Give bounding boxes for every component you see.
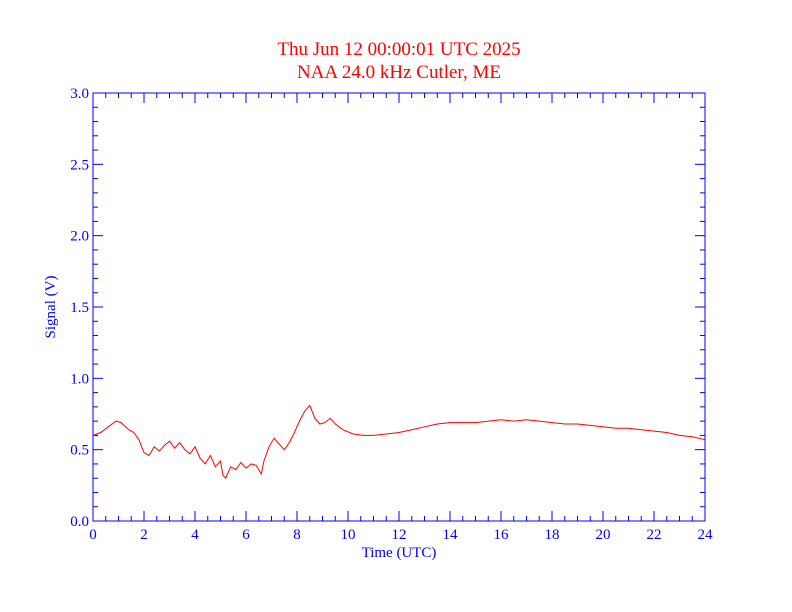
x-tick-label: 8: [293, 527, 301, 543]
y-tick-label: 1.5: [70, 300, 89, 316]
y-tick-label: 0.5: [70, 443, 89, 459]
y-tick-labels: 0.0 0.5 1.0 1.5 2.0 2.5 3.0: [70, 86, 89, 530]
plot-frame: [92, 92, 706, 522]
x-tick-label: 16: [494, 527, 510, 543]
x-tick-label: 4: [191, 527, 199, 543]
x-tick-label: 10: [341, 527, 356, 543]
x-tick-label: 22: [647, 527, 662, 543]
x-tick-label: 0: [89, 527, 97, 543]
y-axis-label: Signal (V): [43, 276, 59, 339]
chart-subtitle: NAA 24.0 kHz Cutler, ME: [297, 62, 501, 83]
x-axis-label: Time (UTC): [362, 545, 437, 561]
x-tick-label: 2: [140, 527, 148, 543]
x-tick-label: 12: [392, 527, 407, 543]
x-tick-label: 18: [545, 527, 560, 543]
x-tick-label: 20: [596, 527, 611, 543]
y-tick-label: 1.0: [70, 371, 89, 387]
axis-ticks: [92, 92, 706, 522]
x-tick-label: 14: [443, 527, 459, 543]
x-tick-labels: 0 2 4 6 8 10 12 14 16 18 20 22 24: [89, 527, 713, 543]
y-tick-label: 2.0: [70, 229, 89, 245]
y-tick-label: 3.0: [70, 86, 89, 102]
y-tick-label: 2.5: [70, 157, 89, 173]
y-tick-label: 0.0: [70, 514, 89, 530]
chart-title: Thu Jun 12 00:00:01 UTC 2025: [277, 39, 520, 60]
x-tick-label: 6: [242, 527, 250, 543]
series-line: [92, 404, 706, 480]
x-tick-label: 24: [698, 527, 714, 543]
